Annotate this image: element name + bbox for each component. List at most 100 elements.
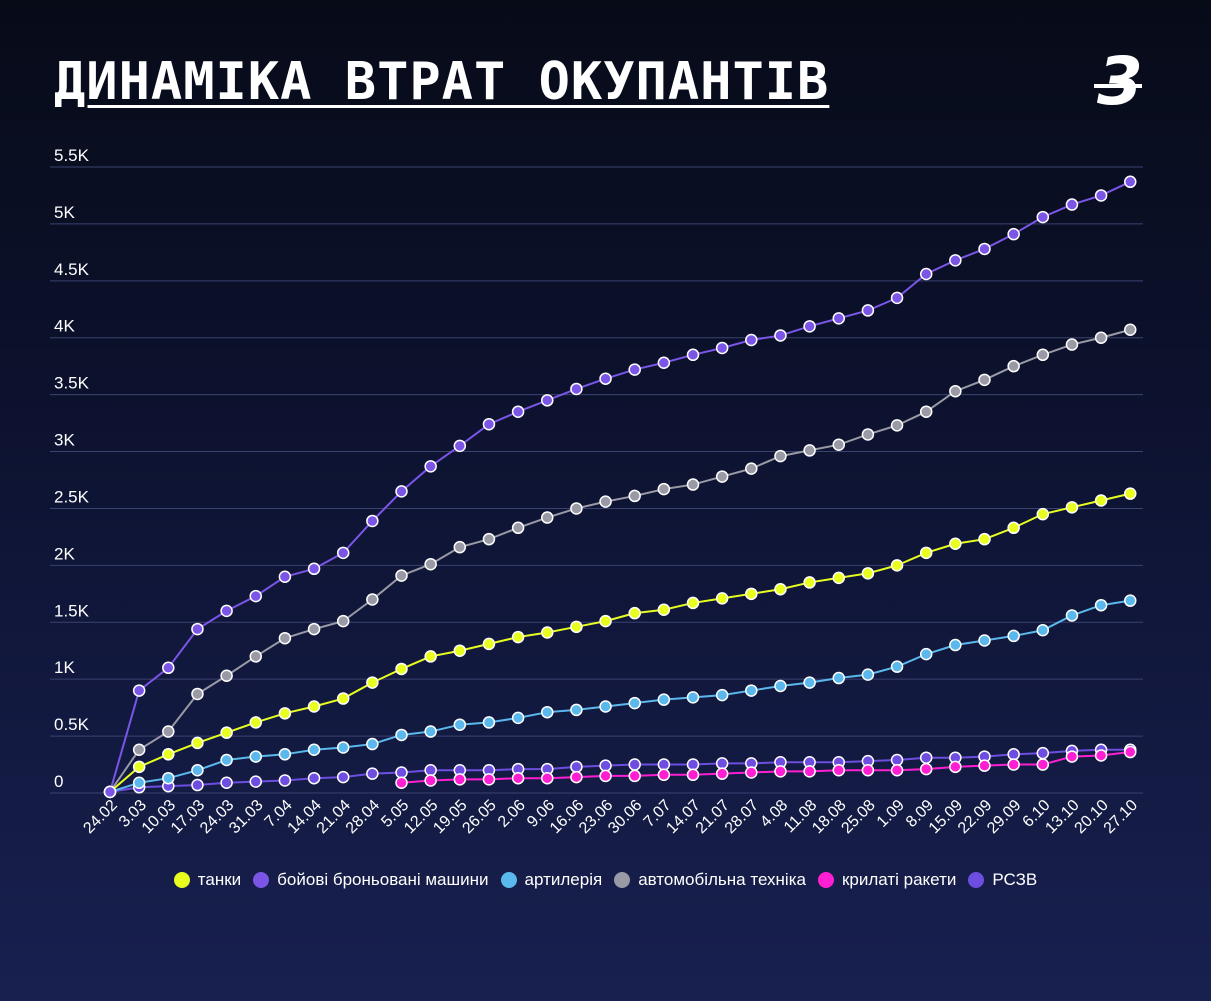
data-point-missiles	[745, 766, 758, 779]
x-tick-label: 1.09	[874, 797, 908, 831]
data-point-missiles	[1007, 758, 1020, 771]
y-tick-label: 0.5K	[54, 715, 90, 734]
x-tick-label: 30.06	[605, 797, 645, 837]
data-point-ifv	[162, 661, 175, 675]
data-point-artillery	[1065, 609, 1079, 622]
x-tick-label: 25.08	[838, 797, 878, 837]
data-point-missiles	[919, 762, 933, 776]
data-point-tanks	[686, 596, 700, 610]
data-point-ifv	[1094, 189, 1108, 202]
data-point-tanks	[919, 546, 933, 560]
data-point-ifv	[482, 417, 496, 431]
data-point-vehicles	[307, 622, 321, 636]
data-point-missiles	[832, 763, 845, 777]
data-point-vehicles	[336, 614, 350, 628]
data-point-vehicles	[745, 462, 758, 475]
data-point-vehicles	[890, 419, 904, 432]
data-point-mlrs	[686, 758, 700, 771]
data-point-vehicles	[424, 557, 437, 571]
data-point-artillery	[541, 705, 554, 719]
data-point-tanks	[132, 760, 146, 774]
data-point-artillery	[191, 763, 204, 777]
data-point-vehicles	[1065, 338, 1079, 351]
legend-item[interactable]: крилаті ракети	[817, 870, 957, 890]
data-point-artillery	[132, 776, 146, 790]
data-point-tanks	[628, 606, 641, 620]
data-point-artillery	[162, 771, 175, 785]
data-point-vehicles	[395, 569, 408, 582]
y-tick-label: 3.5K	[54, 374, 90, 393]
x-tick-label: 27.10	[1101, 797, 1141, 837]
legend-swatch	[253, 872, 270, 888]
x-axis-tick-labels: 24.023.0310.0317.0324.0331.037.0414.0421…	[80, 797, 1141, 837]
data-point-missiles	[657, 768, 671, 782]
data-point-tanks	[657, 603, 671, 617]
y-tick-label: 1.5K	[54, 601, 90, 620]
data-point-artillery	[336, 741, 350, 754]
data-point-mlrs	[599, 759, 612, 772]
data-point-mlrs	[715, 757, 729, 770]
data-point-tanks	[424, 650, 437, 663]
data-point-tanks	[715, 592, 729, 605]
data-point-missiles	[1065, 750, 1079, 763]
data-point-artillery	[745, 684, 758, 697]
data-point-vehicles	[453, 540, 467, 554]
data-point-ifv	[541, 394, 554, 407]
chart-gridlines	[50, 166, 1143, 794]
legend-label: автомобільна техніка	[638, 870, 806, 889]
data-point-ifv	[453, 439, 467, 453]
data-point-vehicles	[278, 631, 292, 645]
x-tick-label: 24.02	[80, 797, 120, 837]
data-point-vehicles	[1036, 348, 1050, 362]
data-point-tanks	[1036, 507, 1050, 521]
data-point-missiles	[1094, 749, 1108, 762]
legend-item[interactable]: РСЗВ	[968, 870, 1037, 890]
data-point-ifv	[803, 320, 816, 333]
data-point-vehicles	[132, 743, 146, 756]
data-point-artillery	[424, 725, 437, 738]
data-point-tanks	[366, 676, 379, 689]
data-point-vehicles	[919, 405, 933, 418]
data-point-mlrs	[1007, 748, 1020, 761]
legend-item[interactable]: артилерія	[500, 870, 603, 890]
data-point-mlrs	[366, 767, 379, 780]
legend-swatch	[173, 872, 190, 888]
data-point-tanks	[191, 736, 204, 750]
data-point-ifv	[395, 485, 408, 498]
data-point-artillery	[628, 696, 641, 710]
legend-item[interactable]: бойові броньовані машини	[253, 870, 489, 890]
data-point-tanks	[1007, 521, 1020, 535]
data-point-ifv	[1036, 210, 1050, 224]
data-point-missiles	[453, 773, 467, 786]
data-point-artillery	[482, 716, 496, 729]
data-point-artillery	[366, 737, 379, 751]
data-point-tanks	[745, 587, 758, 601]
series-line-tanks	[109, 492, 1131, 793]
logo-icon: 3	[1094, 46, 1143, 112]
legend-item[interactable]: автомобільна техніка	[614, 870, 806, 890]
legend-label: артилерія	[524, 870, 603, 889]
y-tick-label: 1K	[54, 658, 75, 677]
data-point-artillery	[686, 691, 700, 704]
data-point-missiles	[570, 770, 583, 784]
data-point-vehicles	[715, 470, 729, 483]
data-point-missiles	[803, 765, 816, 778]
data-point-vehicles	[162, 725, 175, 738]
data-point-artillery	[395, 728, 408, 742]
data-point-tanks	[599, 614, 612, 628]
x-tick-label: 28.07	[722, 797, 762, 837]
data-point-mlrs	[307, 771, 321, 785]
data-point-vehicles	[1094, 331, 1108, 344]
data-point-tanks	[453, 644, 467, 657]
data-point-mlrs	[657, 758, 671, 771]
data-point-missiles	[861, 763, 875, 777]
legend-label: крилаті ракети	[841, 870, 957, 889]
y-tick-label: 2.5K	[54, 487, 90, 506]
data-point-mlrs	[220, 776, 233, 790]
series-line-artillery	[109, 599, 1131, 793]
data-point-ifv	[570, 382, 583, 396]
legend-item[interactable]: танки	[173, 870, 241, 890]
data-point-vehicles	[366, 593, 379, 606]
logo-glyph: 3	[1097, 46, 1143, 112]
data-point-artillery	[220, 753, 233, 767]
